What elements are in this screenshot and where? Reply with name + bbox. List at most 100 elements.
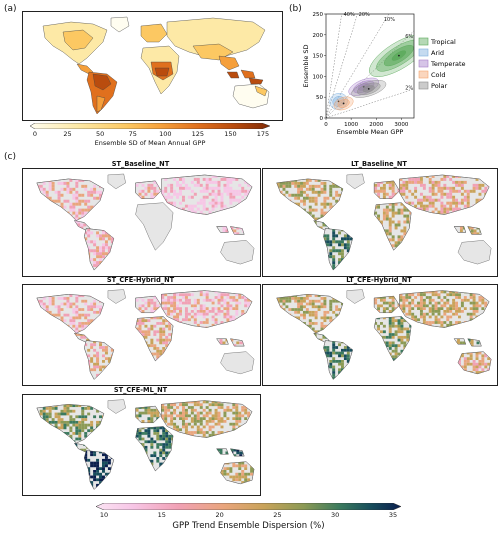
dispersion-cell <box>75 299 79 303</box>
dispersion-cell <box>484 321 488 324</box>
dispersion-cell <box>193 431 197 434</box>
dispersion-cell <box>87 327 91 331</box>
dispersion-cell <box>343 376 347 380</box>
dispersion-cell <box>211 310 215 313</box>
dispersion-cell <box>388 322 392 325</box>
dispersion-cell <box>75 217 79 221</box>
dispersion-cell <box>96 252 100 256</box>
dispersion-cell <box>247 472 251 476</box>
dispersion-cell <box>176 307 180 310</box>
dispersion-cell <box>484 365 488 369</box>
dispersion-cell <box>437 180 441 184</box>
dispersion-cell <box>455 321 458 324</box>
dispersion-cell <box>39 409 43 413</box>
dispersion-cell <box>171 459 174 463</box>
dispersion-cell <box>202 177 206 181</box>
dispersion-cell <box>455 304 458 308</box>
dispersion-cell <box>232 290 236 294</box>
dispersion-cell <box>223 204 227 208</box>
dispersion-cell <box>214 174 218 178</box>
dispersion-cell <box>244 323 248 327</box>
dispersion-cell <box>250 195 253 199</box>
dispersion-cell <box>397 304 400 308</box>
dispersion-cell <box>110 348 114 352</box>
dispersion-cell <box>313 223 317 227</box>
dispersion-cell <box>156 414 160 418</box>
dispersion-cell <box>141 333 145 336</box>
dispersion-cell <box>102 234 105 238</box>
dispersion-cell <box>377 235 380 239</box>
dispersion-cell <box>193 400 197 404</box>
dispersion-cell <box>78 415 82 419</box>
dispersion-cell <box>247 189 251 193</box>
dispersion-cell <box>156 420 160 423</box>
dispersion-cell <box>440 177 444 181</box>
dispersion-cell <box>463 298 467 302</box>
dispersion-cell <box>69 178 73 182</box>
dispersion-cell <box>332 371 336 374</box>
dispersion-cell <box>405 293 409 297</box>
dispersion-cell <box>244 408 248 412</box>
dispersion-cell <box>452 189 456 193</box>
dispersion-cell <box>437 312 441 316</box>
dispersion-cell <box>156 426 160 430</box>
dispersion-cell <box>446 301 450 305</box>
dispersion-cell <box>288 308 292 311</box>
dispersion-cell <box>391 220 395 224</box>
dispersion-cell <box>226 481 230 484</box>
dispersion-cell <box>434 290 438 294</box>
dispersion-cell <box>181 186 185 190</box>
dispersion-cell <box>311 184 315 188</box>
dispersion-cell <box>205 177 209 181</box>
dispersion-cell <box>93 178 97 182</box>
dispersion-cell <box>78 308 82 311</box>
dispersion-cell <box>87 407 91 410</box>
dispersion-cell <box>391 344 395 348</box>
dispersion-cell <box>176 180 180 184</box>
dispersion-cell <box>458 368 461 372</box>
dispersion-cell <box>294 322 298 325</box>
dispersion-cell <box>147 406 151 409</box>
dispersion-cell <box>297 302 301 306</box>
dispersion-cell <box>458 293 461 297</box>
dispersion-cell <box>346 373 350 377</box>
dispersion-cell <box>57 205 61 209</box>
dispersion-cell <box>219 338 223 342</box>
dispersion-cell <box>42 330 46 334</box>
dispersion-cell <box>144 358 148 361</box>
dispersion-cell <box>96 324 100 328</box>
dispersion-cell <box>135 443 139 446</box>
dispersion-cell <box>220 425 224 429</box>
dispersion-cell <box>187 195 191 199</box>
dispersion-cell <box>153 301 157 305</box>
dispersion-cell <box>170 310 174 313</box>
dispersion-cell <box>329 184 333 188</box>
dispersion-cell <box>75 327 79 331</box>
dispersion-cell <box>170 296 174 299</box>
dispersion-cell <box>282 199 286 203</box>
dispersion-cell <box>153 408 157 412</box>
map-title-2: LT_Baseline_NT <box>351 160 407 168</box>
dispersion-cell <box>144 429 148 433</box>
dispersion-cell <box>419 298 423 302</box>
dispersion-cell <box>87 313 91 317</box>
dispersion-cell <box>328 335 330 339</box>
dispersion-cell <box>431 307 435 310</box>
dispersion-cell <box>81 193 85 197</box>
dispersion-cell <box>402 180 406 184</box>
dispersion-cell <box>181 408 185 412</box>
dispersion-cell <box>96 483 100 487</box>
dispersion-cell <box>75 305 79 309</box>
dispersion-cell <box>320 214 324 218</box>
dispersion-cell <box>110 360 114 363</box>
dispersion-cell <box>199 198 203 202</box>
dispersion-cell <box>93 302 97 306</box>
dispersion-cell <box>173 210 177 214</box>
dispersion-cell <box>87 228 91 232</box>
dispersion-cell <box>332 208 336 212</box>
dispersion-cell <box>443 177 447 181</box>
dispersion-cell <box>220 406 224 409</box>
dispersion-cell <box>211 198 215 202</box>
dispersion-cell <box>288 322 292 325</box>
dispersion-cell <box>84 453 88 457</box>
